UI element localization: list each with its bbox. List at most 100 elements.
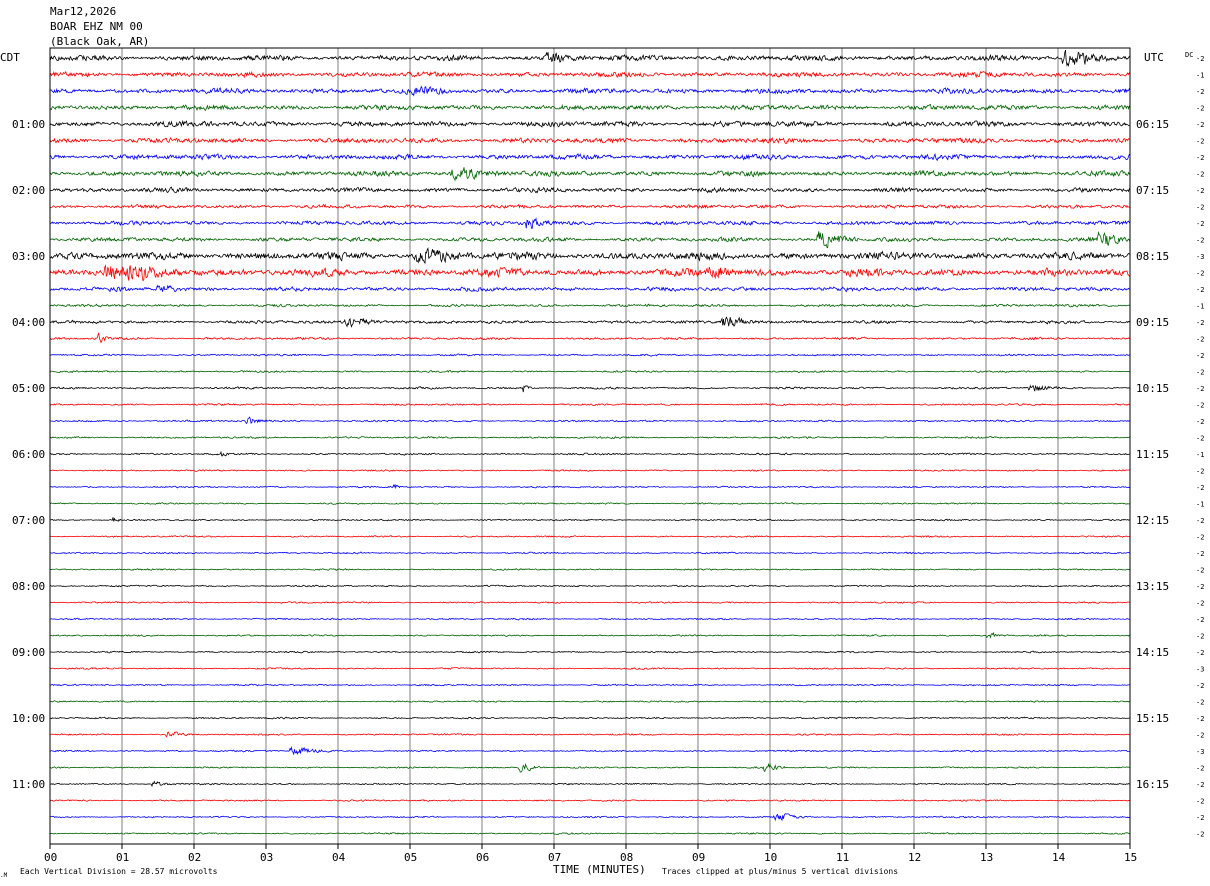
left-timezone-label: CDT xyxy=(0,51,20,64)
dc-offset-label: -2 xyxy=(1196,402,1204,410)
trace-row-3 xyxy=(49,103,1131,112)
dc-offset-label: -2 xyxy=(1196,798,1204,806)
trace-row-33 xyxy=(49,601,1131,604)
dc-offset-label: -2 xyxy=(1196,468,1204,476)
x-tick-label: 05 xyxy=(404,851,417,864)
utc-hour-label: 15:15 xyxy=(1136,712,1169,725)
dc-offset-label: -3 xyxy=(1196,666,1204,674)
cdt-hour-label: 02:00 xyxy=(12,184,45,197)
cdt-hour-label: 09:00 xyxy=(12,646,45,659)
x-tick-label: 11 xyxy=(836,851,849,864)
cdt-hour-label: 07:00 xyxy=(12,514,45,527)
x-tick-label: 00 xyxy=(44,851,57,864)
trace-row-14 xyxy=(49,284,1131,293)
cdt-hour-label: 03:00 xyxy=(12,250,45,263)
x-tick-label: 06 xyxy=(476,851,489,864)
plot-date: Mar12,2026 xyxy=(50,5,117,18)
cdt-hour-label: 08:00 xyxy=(12,580,45,593)
utc-hour-label: 06:15 xyxy=(1136,118,1169,131)
trace-row-12 xyxy=(49,247,1131,265)
x-axis-title: TIME (MINUTES) xyxy=(553,863,646,876)
utc-hour-label: 07:15 xyxy=(1136,184,1169,197)
cdt-hour-label: 05:00 xyxy=(12,382,45,395)
trace-row-31 xyxy=(49,568,1131,571)
dc-offset-label: -1 xyxy=(1196,303,1204,311)
trace-row-7 xyxy=(49,167,1131,182)
dc-offset-label: -2 xyxy=(1196,699,1204,707)
x-tick-label: 08 xyxy=(620,851,633,864)
trace-row-22 xyxy=(49,416,1131,425)
dc-offset-label: -2 xyxy=(1196,121,1204,129)
utc-hour-label: 09:15 xyxy=(1136,316,1169,329)
dc-offset-label: -2 xyxy=(1196,814,1204,822)
trace-row-13 xyxy=(49,264,1131,282)
utc-hour-label: 12:15 xyxy=(1136,514,1169,527)
trace-row-28 xyxy=(49,517,1131,522)
dc-offset-label: -2 xyxy=(1196,105,1204,113)
trace-row-40 xyxy=(49,716,1131,720)
trace-row-10 xyxy=(49,217,1131,229)
seismic-traces xyxy=(49,49,1131,835)
x-tick-label: 07 xyxy=(548,851,561,864)
trace-row-9 xyxy=(49,203,1131,210)
trace-row-18 xyxy=(49,353,1131,357)
trace-row-26 xyxy=(49,483,1131,490)
trace-row-34 xyxy=(49,617,1131,621)
x-tick-label: 09 xyxy=(692,851,705,864)
trace-row-5 xyxy=(49,137,1131,144)
dc-offset-label: -3 xyxy=(1196,253,1204,261)
x-tick-label: 10 xyxy=(764,851,777,864)
time-gridlines xyxy=(121,48,1059,844)
dc-offset-label: -2 xyxy=(1196,55,1204,63)
trace-row-4 xyxy=(49,119,1131,128)
trace-row-39 xyxy=(49,700,1131,703)
dc-offset-label: -2 xyxy=(1196,682,1204,690)
trace-row-29 xyxy=(50,535,1131,538)
trace-row-35 xyxy=(49,631,1131,639)
trace-row-16 xyxy=(49,316,1131,328)
utc-hour-label: 10:15 xyxy=(1136,382,1169,395)
trace-row-8 xyxy=(49,186,1131,194)
trace-row-45 xyxy=(49,799,1131,802)
trace-row-23 xyxy=(49,436,1131,440)
trace-row-25 xyxy=(49,469,1131,472)
dc-offset-label: -2 xyxy=(1196,600,1204,608)
dc-offset-label: -1 xyxy=(1196,451,1204,459)
dc-offset-label: -2 xyxy=(1196,418,1204,426)
x-axis-ticks: 00 01 02 03 04 05 06 07 08 09 10 11 12 13 14 15 xyxy=(44,844,1137,864)
trace-row-17 xyxy=(49,332,1131,344)
trace-row-0 xyxy=(49,49,1131,67)
dc-offset-label: -2 xyxy=(1196,765,1204,773)
dc-offset-label: -2 xyxy=(1196,204,1204,212)
dc-offset-label: -2 xyxy=(1196,270,1204,278)
dc-offset-label: -2 xyxy=(1196,484,1204,492)
dc-offset-label: -2 xyxy=(1196,517,1204,525)
dc-offset-label: -1 xyxy=(1196,501,1204,509)
trace-row-47 xyxy=(49,832,1131,835)
dc-offset-label: -2 xyxy=(1196,649,1204,657)
cdt-hour-label: 11:00 xyxy=(12,778,45,791)
trace-row-2 xyxy=(49,85,1131,97)
dc-offset-label: -3 xyxy=(1196,748,1204,756)
trace-row-1 xyxy=(49,70,1131,79)
dc-offset-label: -2 xyxy=(1196,715,1204,723)
trace-row-20 xyxy=(49,384,1131,393)
trace-row-15 xyxy=(49,303,1131,308)
dc-offset-label: -2 xyxy=(1196,831,1204,839)
dc-offset-label: -2 xyxy=(1196,732,1204,740)
trace-row-43 xyxy=(49,762,1131,773)
dc-offset-label: -2 xyxy=(1196,583,1204,591)
dc-offset-label: -2 xyxy=(1196,616,1204,624)
dc-offset-label: -2 xyxy=(1196,781,1204,789)
utc-hour-label: 13:15 xyxy=(1136,580,1169,593)
dc-offset-label: -2 xyxy=(1196,319,1204,327)
utc-hour-label: 16:15 xyxy=(1136,778,1169,791)
dc-offset-labels: -2 -1 -2 -2 -2 -2 -2 -2 -2 -2 -2 -2 -3 -2 -2 -1 -2 -2 -2 -2… xyxy=(1196,55,1204,839)
cdt-hour-labels: 01:00 02:00 03:00 04:00 05:00 06:00 07:00 08:00… xyxy=(12,118,45,791)
x-tick-label: 03 xyxy=(260,851,273,864)
x-tick-label: 14 xyxy=(1052,851,1066,864)
dc-offset-label: -2 xyxy=(1196,138,1204,146)
dc-offset-label: -2 xyxy=(1196,369,1204,377)
x-tick-label: 15 xyxy=(1124,851,1137,864)
dc-offset-label: -2 xyxy=(1196,286,1204,294)
